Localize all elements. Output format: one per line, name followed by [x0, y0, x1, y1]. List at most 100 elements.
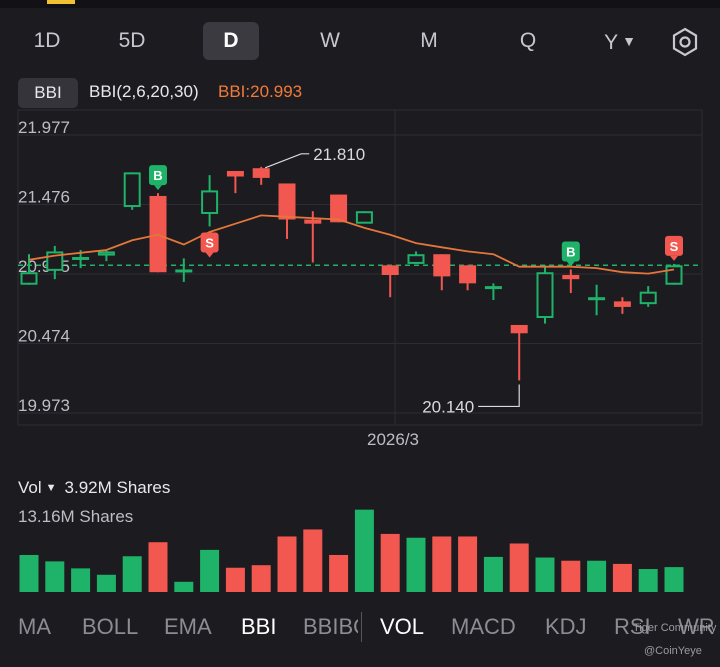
candle-body — [226, 170, 244, 177]
candle — [252, 166, 270, 185]
volume-bar — [303, 529, 323, 592]
indicator-tabs: MA BOLL EMA BBI BBIBOLL VOL MACD KDJ RSI… — [0, 608, 720, 648]
tab-rsi[interactable]: RSI — [614, 614, 651, 639]
volume-bar — [509, 543, 529, 592]
candle-body — [278, 183, 296, 220]
signal-label: S — [205, 235, 214, 250]
candle — [175, 258, 193, 282]
candle — [588, 284, 606, 316]
signal-label: S — [670, 239, 679, 254]
signals: B S B S — [149, 165, 683, 268]
volume-bar — [535, 557, 555, 592]
tab-y[interactable]: Y ▼ — [592, 22, 648, 60]
tab-bbi[interactable]: BBI — [241, 614, 277, 639]
indicator-chip[interactable]: BBI — [18, 78, 78, 108]
candle-body — [304, 219, 322, 224]
signal-marker: B — [561, 241, 580, 268]
watermark-handle: @CoinYeye — [644, 645, 702, 657]
volume-bar — [225, 567, 245, 592]
candle — [226, 170, 244, 194]
high-leader — [264, 153, 310, 169]
tab-bbiboll[interactable]: BBIBOLL — [303, 614, 358, 639]
signal-pointer — [154, 185, 162, 191]
tab-kdj[interactable]: KDJ — [545, 614, 587, 639]
candle — [123, 172, 141, 210]
tab-m[interactable]: M — [420, 29, 438, 52]
tab-ema[interactable]: EMA — [164, 614, 212, 639]
x-tick-label: 2026/3 — [367, 430, 419, 449]
tab-w[interactable]: W — [320, 29, 340, 52]
volume-value: 3.92M Shares — [64, 478, 171, 497]
candle-body — [330, 194, 348, 223]
signal-marker: S — [200, 232, 219, 258]
candle — [510, 324, 528, 381]
tab-5d[interactable]: 5D — [118, 29, 146, 52]
signal-pointer — [205, 252, 214, 258]
volume-max-label: 13.16M Shares — [18, 507, 134, 526]
y-tick-label: 21.476 — [18, 188, 70, 207]
candle — [562, 269, 580, 294]
candle-body — [355, 211, 373, 224]
candle-body — [20, 272, 38, 285]
settings-hex-icon — [672, 27, 698, 57]
volume-bar — [587, 560, 607, 592]
x-axis: 2026/3 — [367, 430, 419, 449]
candle — [201, 175, 219, 227]
volume-bar — [329, 554, 349, 592]
annotations: 21.810 20.140 — [264, 145, 520, 416]
volume-bar — [664, 567, 684, 592]
period-tabs: 1D 5D D W M Q Y ▼ — [0, 20, 720, 62]
candle-body — [252, 168, 270, 178]
candle-body — [639, 291, 657, 305]
low-annotation: 20.140 — [422, 397, 474, 416]
volume-bar — [432, 536, 452, 592]
indicator-row: BBI BBI(2,6,20,30) BBI:20.993 — [0, 76, 720, 110]
tab-wr[interactable]: WR — [678, 614, 715, 639]
candle — [149, 193, 167, 273]
candle — [407, 251, 425, 264]
tab-vol[interactable]: VOL — [380, 614, 425, 639]
settings-button[interactable] — [670, 27, 700, 57]
volume-bar — [251, 565, 271, 592]
candle — [639, 286, 657, 307]
caret-down-icon: ▼ — [45, 482, 57, 494]
y-tick-label: 19.973 — [18, 396, 70, 415]
candle — [330, 194, 348, 223]
tab-q[interactable]: Q — [519, 29, 537, 52]
signal-badge — [665, 235, 683, 256]
volume-bar — [277, 536, 297, 592]
tabs-divider — [361, 612, 362, 642]
tab-1d[interactable]: 1D — [33, 29, 61, 52]
candle — [613, 297, 631, 314]
top-edge — [0, 0, 720, 8]
volume-bar — [561, 560, 581, 592]
volume-bar — [71, 568, 91, 592]
candle — [433, 254, 451, 291]
tab-y-label: Y — [604, 31, 619, 54]
tab-d[interactable]: D — [203, 22, 259, 60]
signal-marker: S — [665, 235, 683, 262]
candle-body — [665, 265, 683, 285]
candle — [381, 265, 399, 298]
candle — [536, 265, 554, 324]
volume-bar — [148, 542, 168, 592]
bbi-line — [28, 214, 675, 275]
volume-bar — [483, 556, 503, 592]
tab-boll[interactable]: BOLL — [82, 614, 139, 639]
volume-bar — [122, 556, 142, 592]
volume-bar — [19, 554, 39, 592]
candle-body — [123, 172, 141, 208]
tab-ma[interactable]: MA — [18, 614, 51, 639]
candle-body — [510, 324, 528, 334]
chevron-down-icon: ▼ — [622, 33, 636, 49]
candle — [484, 283, 502, 300]
candle-body — [433, 254, 451, 277]
volume-bar — [612, 563, 632, 592]
tab-macd[interactable]: MACD — [451, 614, 516, 639]
volume-header[interactable]: Vol ▼ 3.92M Shares — [18, 478, 170, 500]
low-leader — [478, 384, 520, 408]
volume-bar — [406, 537, 426, 592]
volume-name: Vol — [18, 478, 42, 497]
